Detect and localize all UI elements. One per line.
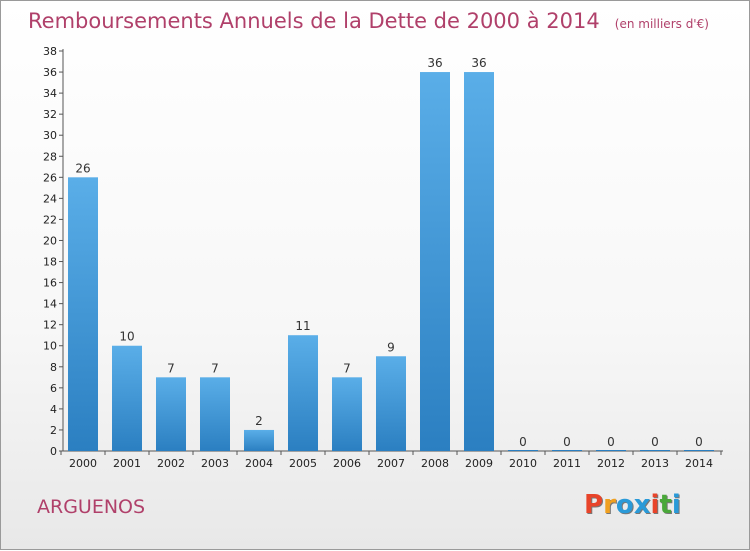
data-label: 0 xyxy=(563,435,571,449)
logo-letter: P xyxy=(584,490,604,520)
x-tick-label: 2009 xyxy=(465,457,493,470)
y-tick-label: 30 xyxy=(43,129,57,142)
y-tick-label: 12 xyxy=(43,319,57,332)
x-tick-label: 2006 xyxy=(333,457,361,470)
unit-note: (en milliers d'€) xyxy=(614,17,709,31)
x-tick-label: 2002 xyxy=(157,457,185,470)
data-label: 7 xyxy=(343,361,351,375)
y-tick-label: 2 xyxy=(50,424,57,437)
y-tick-label: 4 xyxy=(50,403,57,416)
y-tick-label: 14 xyxy=(43,298,57,311)
data-label: 7 xyxy=(167,361,175,375)
y-tick-label: 20 xyxy=(43,234,57,247)
x-tick-label: 2004 xyxy=(245,457,273,470)
x-tick-label: 2000 xyxy=(69,457,97,470)
x-tick-label: 2010 xyxy=(509,457,537,470)
y-tick-label: 6 xyxy=(50,382,57,395)
bar xyxy=(288,335,318,451)
x-tick-label: 2014 xyxy=(685,457,713,470)
y-tick-label: 38 xyxy=(43,45,57,58)
commune-name: ARGUENOS xyxy=(37,496,146,518)
bar xyxy=(244,429,274,451)
data-label: 0 xyxy=(695,435,703,449)
x-tick-label: 2003 xyxy=(201,457,229,470)
y-tick-label: 18 xyxy=(43,256,57,269)
x-tick-label: 2007 xyxy=(377,457,405,470)
data-label: 2 xyxy=(255,414,263,428)
x-tick-label: 2005 xyxy=(289,457,317,470)
x-tick-label: 2001 xyxy=(113,457,141,470)
bars xyxy=(68,72,714,451)
bar xyxy=(156,377,186,451)
x-tick-label: 2008 xyxy=(421,457,449,470)
logo-letter: i xyxy=(650,490,660,520)
y-tick-label: 32 xyxy=(43,108,57,121)
data-label: 0 xyxy=(651,435,659,449)
data-label: 7 xyxy=(211,361,219,375)
y-tick-label: 26 xyxy=(43,171,57,184)
x-tick-label: 2013 xyxy=(641,457,669,470)
title-block: Remboursements Annuels de la Dette de 20… xyxy=(28,9,709,33)
bar xyxy=(332,377,362,451)
data-label: 9 xyxy=(387,340,395,354)
y-tick-label: 28 xyxy=(43,150,57,163)
y-tick-label: 24 xyxy=(43,192,57,205)
data-label: 36 xyxy=(471,56,486,70)
bar xyxy=(68,177,98,451)
logo-letter: t xyxy=(659,490,672,520)
logo-letter: x xyxy=(633,490,651,520)
logo-letter: r xyxy=(603,490,616,520)
y-tick-label: 36 xyxy=(43,66,57,79)
proxiti-logo[interactable]: Proxiti xyxy=(584,490,681,520)
x-tick-label: 2011 xyxy=(553,457,581,470)
y-tick-label: 10 xyxy=(43,340,57,353)
y-tick-label: 8 xyxy=(50,361,57,374)
chart-title: Remboursements Annuels de la Dette de 20… xyxy=(28,9,600,33)
data-label: 0 xyxy=(519,435,527,449)
data-label: 36 xyxy=(427,56,442,70)
data-labels: 26 10 7 7 2 11 7 9 36 36 0 0 0 0 0 xyxy=(75,56,702,449)
y-tick-label: 34 xyxy=(43,87,57,100)
data-label: 0 xyxy=(607,435,615,449)
y-tick-label: 16 xyxy=(43,277,57,290)
bar xyxy=(112,345,142,451)
bar xyxy=(376,356,406,451)
bar xyxy=(464,72,494,451)
bar xyxy=(200,377,230,451)
logo-letter: o xyxy=(615,490,634,520)
y-tick-label: 22 xyxy=(43,213,57,226)
x-tick-label: 2012 xyxy=(597,457,625,470)
logo-letter: i xyxy=(671,490,681,520)
y-tick-label: 0 xyxy=(50,445,57,458)
data-label: 10 xyxy=(119,330,134,344)
bar xyxy=(420,72,450,451)
data-label: 11 xyxy=(295,319,310,333)
data-label: 26 xyxy=(75,161,90,175)
